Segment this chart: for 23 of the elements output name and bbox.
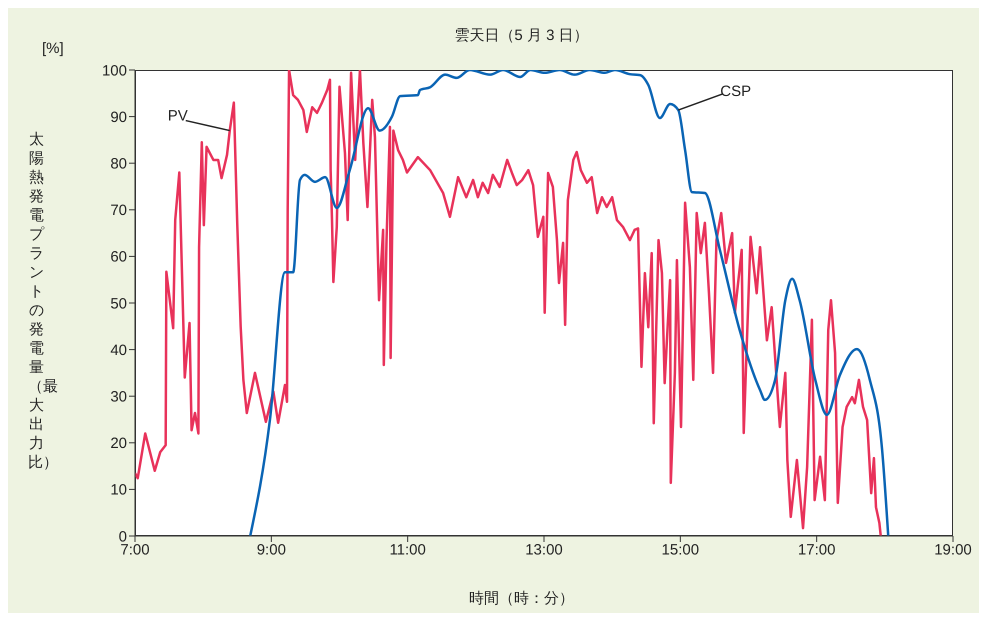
x-tick-label: 15:00 bbox=[662, 542, 700, 559]
text: [%] bbox=[42, 40, 64, 57]
x-axis-title: 時間（時：分） bbox=[468, 589, 575, 608]
y-tick-label: 80 bbox=[110, 156, 127, 173]
x-tick-label: 19:00 bbox=[934, 542, 972, 559]
y-tick-label: 50 bbox=[110, 295, 127, 312]
chart-title: 雲天日（5 月 3 日） bbox=[453, 26, 590, 45]
line-series bbox=[248, 70, 890, 536]
x-tick-label: 11:00 bbox=[389, 542, 426, 559]
y-tick-label: 40 bbox=[110, 342, 127, 359]
y-tick-label: 10 bbox=[110, 482, 127, 499]
x-tick-label: 9:00 bbox=[256, 542, 286, 559]
x-tick-label: 13:00 bbox=[525, 542, 563, 559]
y-tick-label: 20 bbox=[110, 435, 127, 452]
y-tick-label: 60 bbox=[110, 248, 127, 266]
text: CSP bbox=[720, 83, 752, 100]
y-tick-label: 70 bbox=[110, 202, 127, 220]
y-tick-label: 100 bbox=[102, 62, 127, 80]
series-label: PV bbox=[168, 108, 188, 125]
y-tick-label: 90 bbox=[110, 108, 127, 126]
text: 太陽熱発電プラントの発電量（最大出力比） bbox=[28, 131, 58, 471]
x-tick-label: 17:00 bbox=[798, 542, 836, 559]
y-tick-label: 30 bbox=[110, 388, 127, 406]
